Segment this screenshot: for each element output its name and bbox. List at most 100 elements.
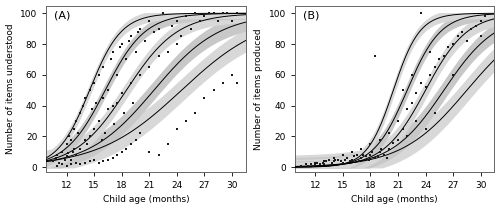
Point <box>224 12 232 15</box>
Point <box>100 66 108 69</box>
Point <box>320 159 328 163</box>
Point <box>72 161 80 164</box>
Point <box>430 112 438 115</box>
X-axis label: Child age (months): Child age (months) <box>103 196 190 205</box>
Point <box>313 161 321 164</box>
Point <box>398 89 406 92</box>
Point <box>62 142 70 146</box>
Point <box>344 156 351 160</box>
Point <box>196 19 204 23</box>
Point <box>76 163 84 166</box>
Point <box>72 119 80 123</box>
Point <box>458 30 466 33</box>
Point <box>210 12 218 15</box>
Point <box>468 27 475 30</box>
Point <box>417 81 425 84</box>
Point <box>95 161 103 164</box>
Point <box>56 161 64 164</box>
Point <box>58 150 66 154</box>
Point <box>298 164 306 167</box>
Point <box>90 127 98 130</box>
Point <box>108 50 116 53</box>
Point <box>362 155 370 158</box>
Point <box>394 119 402 123</box>
Point <box>104 89 112 92</box>
Point <box>380 153 388 157</box>
Point <box>62 155 70 158</box>
Point <box>325 158 333 161</box>
Point <box>219 81 227 84</box>
Point <box>106 58 114 61</box>
Point <box>476 35 484 38</box>
Point <box>311 161 319 164</box>
Point <box>200 96 208 100</box>
Point <box>330 159 338 163</box>
Point <box>205 12 213 15</box>
Point <box>356 159 364 163</box>
Point <box>449 42 457 46</box>
Point <box>339 161 347 164</box>
Point <box>129 101 137 104</box>
Point <box>232 12 240 15</box>
Point <box>108 156 116 160</box>
Point <box>371 156 379 160</box>
Point <box>168 24 176 27</box>
Point <box>79 104 87 107</box>
Point <box>376 138 384 141</box>
Point <box>449 73 457 76</box>
Point <box>164 50 172 53</box>
Point <box>159 12 167 15</box>
Point <box>430 66 438 69</box>
Point <box>150 30 158 33</box>
Point <box>92 101 100 104</box>
Point <box>350 155 358 158</box>
Point <box>136 132 144 135</box>
Point <box>417 12 425 15</box>
Point <box>339 153 347 157</box>
Point <box>118 92 126 95</box>
Point <box>340 158 348 161</box>
Point <box>426 50 434 53</box>
Point <box>88 107 96 110</box>
Point <box>348 150 356 154</box>
Point <box>146 19 154 23</box>
Point <box>154 55 162 58</box>
Point <box>368 150 376 154</box>
Point <box>320 163 328 166</box>
Point <box>72 153 80 157</box>
Point <box>178 35 186 38</box>
Point <box>394 138 402 141</box>
Point <box>74 132 82 135</box>
Point <box>154 27 162 30</box>
Point <box>311 163 319 166</box>
Point <box>346 159 354 163</box>
Point <box>182 15 190 18</box>
Point <box>146 150 154 154</box>
Point <box>408 101 416 104</box>
Point <box>214 19 222 23</box>
Point <box>113 101 121 104</box>
Point <box>482 15 490 18</box>
Point <box>90 81 98 84</box>
Point <box>366 142 374 146</box>
Point <box>318 161 326 164</box>
Point <box>440 55 448 58</box>
Point <box>100 96 108 100</box>
Point <box>136 73 144 76</box>
Point <box>186 27 194 30</box>
Point <box>476 19 484 23</box>
Point <box>101 132 109 135</box>
Text: (A): (A) <box>54 10 70 21</box>
Point <box>125 39 133 43</box>
Point <box>232 81 240 84</box>
Point <box>328 161 336 164</box>
Point <box>98 138 106 141</box>
Point <box>173 42 181 46</box>
Point <box>58 163 66 166</box>
Point <box>113 73 121 76</box>
Point <box>81 138 89 141</box>
Point <box>62 164 70 167</box>
Point <box>371 55 379 58</box>
Point <box>357 147 365 150</box>
Point <box>359 153 367 157</box>
